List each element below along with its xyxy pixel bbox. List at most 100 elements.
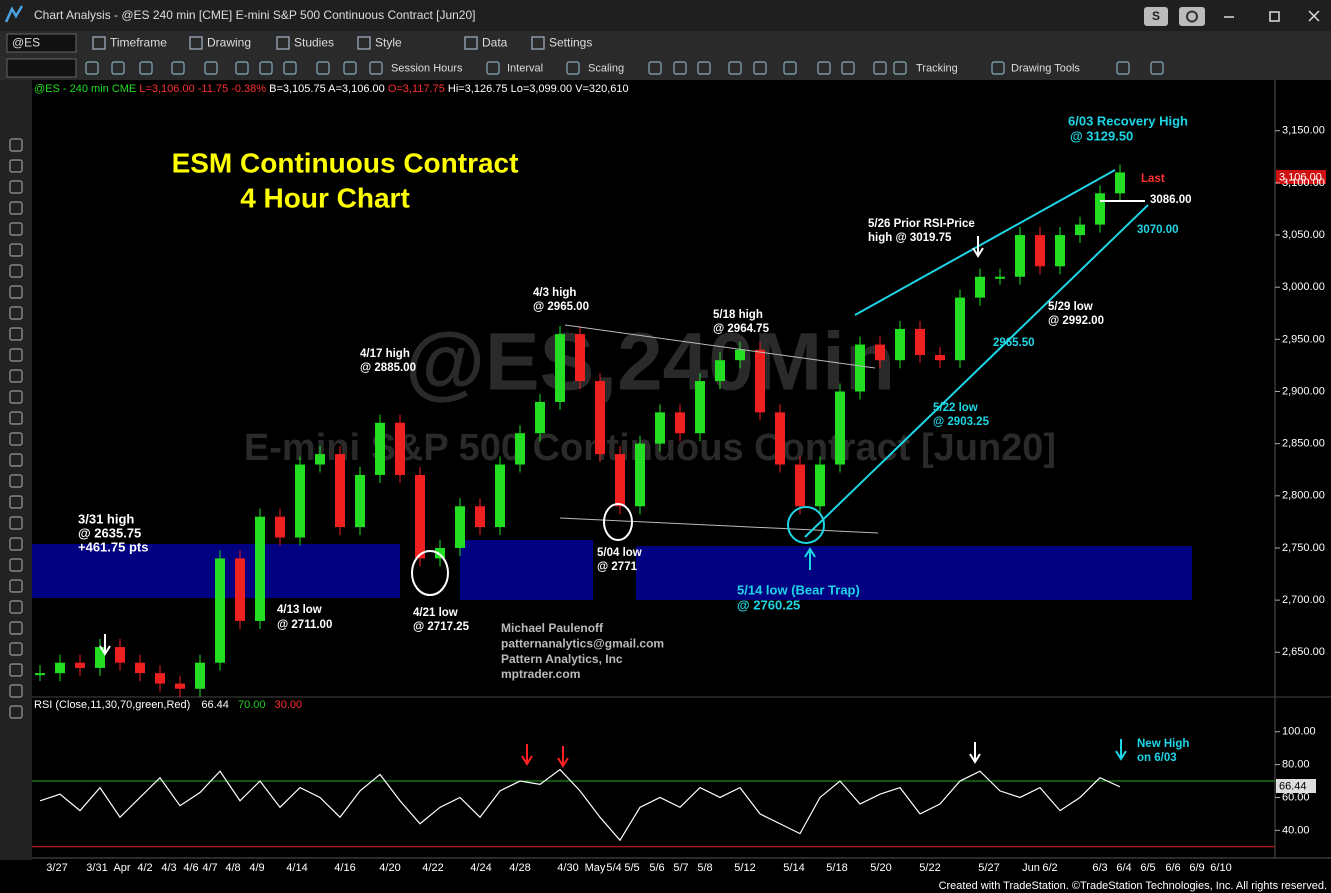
toolbar-button[interactable]: Settings [549, 36, 592, 50]
tool-icon [9, 495, 23, 509]
toolbar-button[interactable]: Drawing Tools [1011, 62, 1080, 74]
toolbar-icon [531, 36, 545, 50]
tool-icon [9, 222, 23, 236]
date-label: 4/30 [557, 862, 578, 874]
tool-icon [9, 474, 23, 488]
symbol-box[interactable] [6, 33, 77, 53]
price-bar [415, 474, 425, 559]
toolbar-button[interactable]: Session Hours [391, 62, 463, 74]
symbol-text: @ES [12, 36, 40, 50]
annotation: 4/3 high [533, 287, 576, 299]
annotation: 2965.50 [993, 337, 1035, 349]
price-bar [735, 349, 745, 361]
annotation: 5/14 low (Bear Trap) [737, 582, 860, 597]
price-bar [235, 558, 245, 621]
toolbar-icon [235, 61, 249, 75]
price-tick-label: 3,050.00 [1282, 229, 1325, 241]
price-bar [1095, 193, 1105, 225]
price-bar [395, 422, 405, 475]
annotation: 4/17 high [360, 348, 410, 360]
close-button[interactable] [1308, 10, 1320, 22]
toolbar-icon [316, 61, 330, 75]
price-bar [135, 662, 145, 674]
info-item: L=3,106.00 [139, 83, 194, 95]
toolbar-button[interactable]: Studies [294, 36, 334, 50]
annotation: 3070.00 [1137, 224, 1179, 236]
toolbar-button[interactable]: Scaling [588, 62, 624, 74]
price-bar [115, 647, 125, 663]
toolbar-button[interactable]: Style [375, 36, 402, 50]
annotation: 5/26 Prior RSI-Price [868, 218, 975, 230]
price-bar [475, 506, 485, 528]
toolbar-icon [464, 36, 478, 50]
chart-title: ESM Continuous Contract [172, 147, 519, 178]
window-title: Chart Analysis - @ES 240 min [CME] E-min… [34, 8, 476, 22]
toolbar-icon [893, 61, 907, 75]
tool-icon [9, 180, 23, 194]
toolbar-button[interactable]: Drawing [207, 36, 251, 50]
date-label: May [585, 862, 606, 874]
support-zone [460, 540, 593, 600]
price-bar [995, 276, 1005, 279]
info-item: -11.75 [198, 83, 228, 95]
toolbar-icon [283, 61, 297, 75]
toolbar-icon [1150, 61, 1164, 75]
rsi-line [39, 768, 1121, 842]
toolbar-icon [566, 61, 580, 75]
arrow [969, 742, 981, 764]
info-line: @ES - 240 min CME L=3,106.00 -11.75 -0.3… [34, 83, 629, 95]
toolbar-icon [85, 61, 99, 75]
date-label: 5/18 [826, 862, 847, 874]
settings-button[interactable] [1179, 7, 1205, 26]
price-bar [515, 433, 525, 465]
maximize-button[interactable] [1269, 11, 1280, 22]
arrow [804, 547, 816, 570]
tool-icon [9, 558, 23, 572]
price-bar [335, 454, 345, 528]
price-bar [1075, 224, 1085, 236]
author-text: Pattern Analytics, Inc [501, 652, 623, 666]
last-price: 3,106.00 [1279, 171, 1322, 183]
toolbar-icon [171, 61, 185, 75]
toolbar-icons [85, 61, 1164, 75]
author-text: patternanalytics@gmail.com [501, 636, 664, 650]
price-bar [895, 328, 905, 361]
price-bar [575, 334, 585, 382]
title-bar [0, 0, 1331, 31]
annotation: Last [1141, 173, 1165, 185]
date-label: 4/16 [334, 862, 355, 874]
interval-box[interactable] [6, 58, 77, 78]
s-button-label: S [1152, 9, 1160, 23]
price-bar [75, 662, 85, 668]
price-bar [915, 328, 925, 355]
price-bar [495, 464, 505, 528]
price-tick-label: 2,900.00 [1282, 385, 1325, 397]
circle-marker [411, 550, 449, 596]
date-label: 5/12 [734, 862, 755, 874]
author-text: Michael Paulenoff [501, 621, 604, 635]
toolbar-icon [753, 61, 767, 75]
rsi-oversold: 30.00 [275, 699, 303, 711]
tool-icon [9, 306, 23, 320]
date-label: 5/8 [697, 862, 712, 874]
s-button[interactable] [1144, 7, 1168, 26]
annotation: 3086.00 [1150, 194, 1192, 206]
toolbar-button[interactable]: Timeframe [110, 36, 167, 50]
trendline [559, 517, 879, 534]
price-bar [875, 344, 885, 361]
tool-icon [9, 684, 23, 698]
info-item: Lo=3,099.00 [511, 83, 572, 95]
toolbar-button[interactable]: Tracking [916, 62, 958, 74]
toolbar-button[interactable]: Interval [507, 62, 543, 74]
toolbar-icon [673, 61, 687, 75]
toolbar-icon [357, 36, 371, 50]
watermark-symbol: @ES,240Min [405, 317, 895, 408]
info-item: @ES - 240 min [34, 83, 109, 95]
toolbar-button[interactable]: Data [482, 36, 508, 50]
annotation: +461.75 pts [78, 539, 148, 554]
toolbar-icon [204, 61, 218, 75]
date-label: 6/10 [1210, 862, 1231, 874]
tool-icon [9, 201, 23, 215]
annotation: @ 2760.25 [737, 597, 800, 612]
toolbar-icon [111, 61, 125, 75]
